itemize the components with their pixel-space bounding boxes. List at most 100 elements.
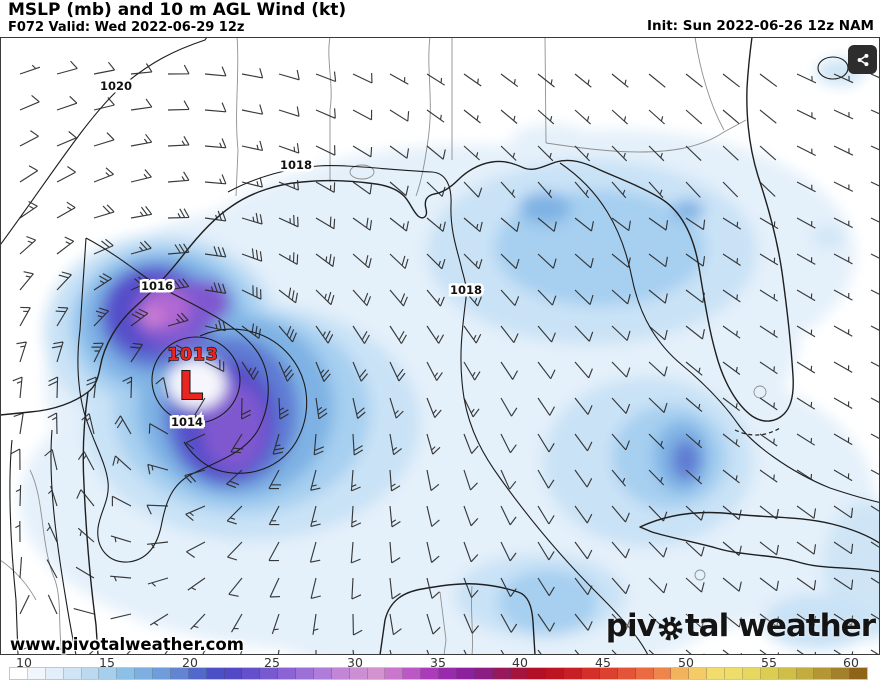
wind-barb [685,181,701,198]
wind-barb [685,325,705,340]
wind-barb [796,253,816,265]
colorbar-tick: 25 [264,655,280,670]
wind-barb [19,557,23,579]
wind-barb [278,325,297,343]
wind-barb [611,361,631,378]
cuba-coastline [639,511,880,573]
wind-barb [227,541,243,561]
colorbar-cell [421,668,439,679]
wind-barb [167,64,190,75]
wind-barb [230,433,244,454]
wind-barb [426,217,446,232]
wind-barb [73,608,95,615]
wind-barb [204,210,227,222]
wind-barb [19,235,37,255]
wind-barb [10,448,21,471]
wind-barb [426,613,441,635]
colorbar-tick: 30 [347,655,363,670]
wind-barb [19,200,38,219]
wind-barb [426,649,430,655]
colorbar-cell [564,668,582,679]
wind-barb [648,469,665,486]
wind-barb [204,174,227,185]
wind-barb [352,109,373,121]
wind-barb [574,577,593,596]
wind-barb [130,169,152,183]
wind-barb [537,613,556,632]
wind-barb [463,433,479,454]
wind-barb [81,413,95,435]
wind-barb [193,397,206,418]
wind-barb [155,377,169,399]
colorbar-cell [99,668,118,679]
wind-barb [722,253,741,266]
wind-barb [278,106,300,117]
wind-barb [611,649,618,655]
wind-barb [611,613,631,630]
wind-barb [796,217,816,229]
wind-barb [574,73,592,88]
wind-barb [611,181,627,199]
wind-barb [759,289,779,302]
wind-barb [44,449,58,471]
wind-barb [500,361,519,380]
contour-1020 [0,37,208,247]
wind-barb [426,469,440,492]
wind-barb [167,208,190,219]
wind-barb [574,433,593,452]
wind-barb [500,433,517,454]
wind-barb [500,613,518,633]
wind-barb [352,145,373,158]
pivotal-weather-logo: piv tal weather [605,608,876,644]
wind-barb [537,577,555,597]
wind-barb [537,505,555,525]
wind-barb [833,181,854,192]
wind-barb [350,469,361,492]
wind-barb [426,181,446,197]
wind-barb [685,217,706,231]
wind-barb [56,60,78,75]
logo-text-piv: piv [605,608,657,644]
wind-barb [163,649,169,655]
wind-barb [648,649,668,655]
wind-barb [685,433,703,449]
wind-barb [19,271,34,291]
wind-barb [833,649,854,655]
wind-barb [574,613,593,631]
wind-barb [167,312,189,327]
wind-barb [241,68,264,79]
share-button[interactable] [848,45,877,74]
wind-barb [611,397,631,414]
wind-barb [722,73,740,88]
wind-barb [56,95,78,111]
wind-barb [91,342,104,363]
wind-barb [352,649,355,655]
wind-barb [722,217,742,230]
wind-barb [87,649,95,655]
wind-barb [19,306,31,327]
wind-barb [389,325,407,344]
wind-barb [537,289,557,306]
wind-barb [537,253,557,269]
wind-barb [759,577,779,592]
wind-barb [722,145,739,161]
wind-barb [500,541,517,562]
wind-barb [204,246,227,258]
wind-barb [870,361,880,368]
wind-barb [685,613,705,629]
pressure-contour-label: 1016 [141,279,173,293]
wind-barb [315,216,336,230]
wind-barb [389,217,409,232]
wind-barb [149,613,169,626]
logo-text-weather: weather [738,608,876,644]
colorbar-cell [546,668,565,679]
wind-barb [93,307,110,327]
wind-barb [167,243,190,255]
wind-barb [500,181,516,198]
pressure-contour-label: 1014 [171,415,203,429]
wind-barb [722,289,741,303]
wind-barb [463,325,482,344]
wind-barb [389,109,410,122]
share-icon [857,53,868,66]
wind-barb [77,451,95,471]
